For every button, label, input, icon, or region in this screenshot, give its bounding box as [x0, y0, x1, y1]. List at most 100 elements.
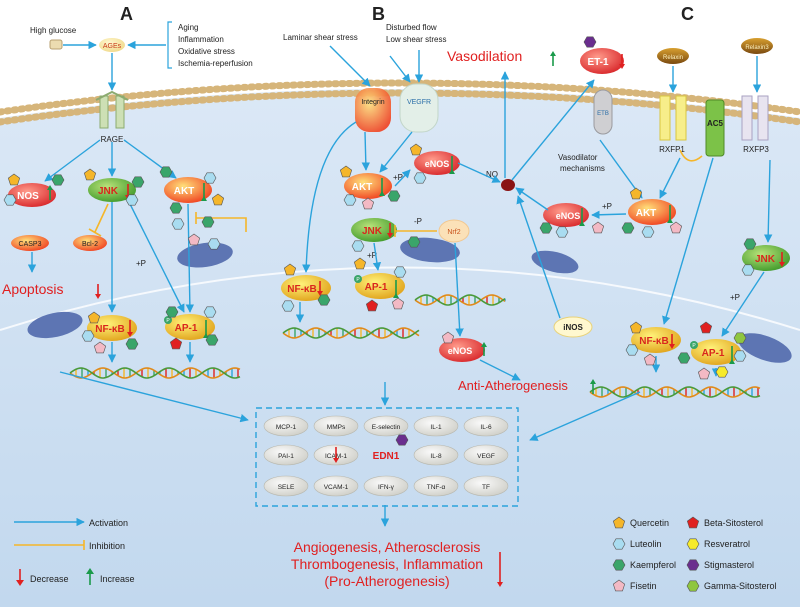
rage-label: RAGE — [101, 135, 124, 144]
decrease-arrow-icon — [619, 54, 625, 69]
legend-left: Activation Inhibition Decrease Increase — [14, 517, 135, 586]
legend-fisetin-icon — [612, 579, 626, 592]
jnk-label-a: JNK — [98, 186, 119, 197]
rage-receptor-icon — [95, 90, 129, 129]
disturbed-flow-label: Disturbed flow — [386, 23, 437, 32]
enos-node-b-bottom — [439, 338, 485, 362]
integrin-label: Integrin — [361, 99, 384, 106]
ap1-node-b — [355, 273, 405, 299]
gene-label: MCP-1 — [276, 424, 297, 431]
phospho-badge-c — [690, 341, 698, 349]
gene-label: TNF-α — [427, 484, 446, 491]
compound-marker-quercetin — [409, 143, 423, 156]
jnk-label-c: JNK — [755, 254, 776, 265]
compound-marker-kaempferol — [169, 202, 183, 214]
legend-compound-label: Kaempferol — [630, 560, 676, 570]
et1-node — [580, 48, 624, 74]
legend-quercetin-icon — [612, 516, 626, 529]
svg-text:Inflammation: Inflammation — [178, 35, 224, 44]
compound-marker-gamma-sitosterol — [733, 332, 747, 344]
plus-p-c: +P — [602, 202, 612, 211]
plus-p-c2: +P — [730, 293, 740, 302]
ages-node — [99, 38, 125, 52]
compound-marker-fisetin — [441, 331, 455, 344]
vegfr-label: VEGFR — [407, 99, 431, 106]
vegfr-receptor — [399, 83, 439, 133]
increase-arrow-icon — [379, 178, 385, 196]
compound-marker-kaempferol — [743, 238, 757, 250]
compound-marker-fisetin — [697, 367, 711, 380]
compound-marker-kaempferol — [205, 334, 219, 346]
casp3-label: CASP3 — [19, 241, 42, 248]
gene-grid: MCP-1MMPsE-selectinIL-1IL-6PAI-1ICAM-1ED… — [263, 415, 509, 497]
enos-label-b-bottom: eNOS — [448, 346, 473, 356]
increase-arrow-icon — [729, 346, 735, 364]
decrease-arrow-icon — [669, 334, 675, 349]
gene-node — [313, 415, 359, 437]
nfkb-node-c — [631, 327, 681, 353]
increase-arrow-icon — [667, 205, 673, 223]
integrin-receptor — [355, 88, 391, 132]
jnk-node-a — [88, 178, 136, 202]
legend-decrease-arrow-icon — [16, 569, 24, 586]
legend-compound-label: Beta-Sitosterol — [704, 518, 763, 528]
compound-marker-beta-sitosterol — [365, 299, 379, 312]
ap1-node-c — [691, 339, 741, 365]
nfkb-label-a: NF-κB — [95, 324, 124, 335]
compound-marker-beta-sitosterol — [699, 321, 713, 334]
outcome-line-2: Thrombogenesis, Inflammation — [291, 556, 483, 572]
compound-marker-stigmasterol — [583, 36, 597, 48]
relaxin3-label: Relaxin3 — [745, 45, 769, 51]
increase-arrow-icon — [47, 185, 53, 200]
gene-label: IL-8 — [430, 453, 442, 460]
gene-node — [463, 444, 509, 466]
cell-cytoplasm — [0, 89, 800, 607]
ages-label: AGEs — [103, 43, 122, 50]
apoptosis-label: Apoptosis — [2, 281, 63, 297]
compound-marker-kaempferol — [201, 216, 215, 228]
compound-marker-luteolin — [343, 194, 357, 206]
nrf2-label: Nrf2 — [447, 229, 460, 236]
compound-marker-kaempferol — [159, 166, 173, 178]
compound-marker-fisetin — [669, 221, 683, 234]
legend-activation-label: Activation — [89, 518, 128, 528]
legend-stigmasterol-icon — [686, 559, 700, 571]
compound-marker-kaempferol — [125, 338, 139, 350]
increase-arrow-icon — [449, 156, 455, 174]
compound-marker-luteolin — [393, 266, 407, 278]
gene-node — [363, 415, 409, 437]
phospho-p-b: P — [356, 277, 360, 283]
legend-increase-label: Increase — [100, 574, 135, 584]
compound-marker-resveratrol — [715, 366, 729, 378]
gene-label: IL-1 — [430, 424, 442, 431]
legend-compound-label: Gamma-Sitosterol — [704, 581, 777, 591]
compound-markers — [3, 36, 757, 446]
phospho-p-c: P — [692, 343, 696, 349]
casp3-node — [11, 235, 49, 251]
nos-label: NOS — [17, 191, 39, 202]
outcome-line-3: (Pro-Atherogenesis) — [324, 573, 449, 589]
compound-marker-quercetin — [83, 168, 97, 181]
etb-receptor — [593, 89, 613, 135]
increase-arrow-icon — [203, 320, 209, 338]
ap1-node-a — [165, 314, 215, 340]
akt-label-c: AKT — [636, 208, 657, 219]
ac5-label: AC5 — [707, 119, 724, 128]
et1-label: ET-1 — [587, 57, 609, 68]
jnk-label-b: JNK — [362, 226, 383, 237]
gene-node — [263, 444, 309, 466]
decrease-arrow-icon — [779, 252, 785, 267]
compound-marker-kaempferol — [539, 222, 553, 234]
no-label: NO — [486, 170, 498, 179]
decrease-arrow-icon — [333, 447, 339, 463]
compound-marker-quercetin — [339, 165, 353, 178]
stimuli-bracket — [167, 21, 172, 69]
increase-arrow-icon — [550, 51, 556, 66]
gene-node — [413, 444, 459, 466]
compound-marker-luteolin — [281, 300, 295, 312]
compound-marker-fisetin — [361, 197, 375, 210]
nfkb-node-a — [87, 315, 137, 341]
compound-marker-luteolin — [203, 172, 217, 184]
ap1-label-a: AP-1 — [175, 323, 198, 334]
